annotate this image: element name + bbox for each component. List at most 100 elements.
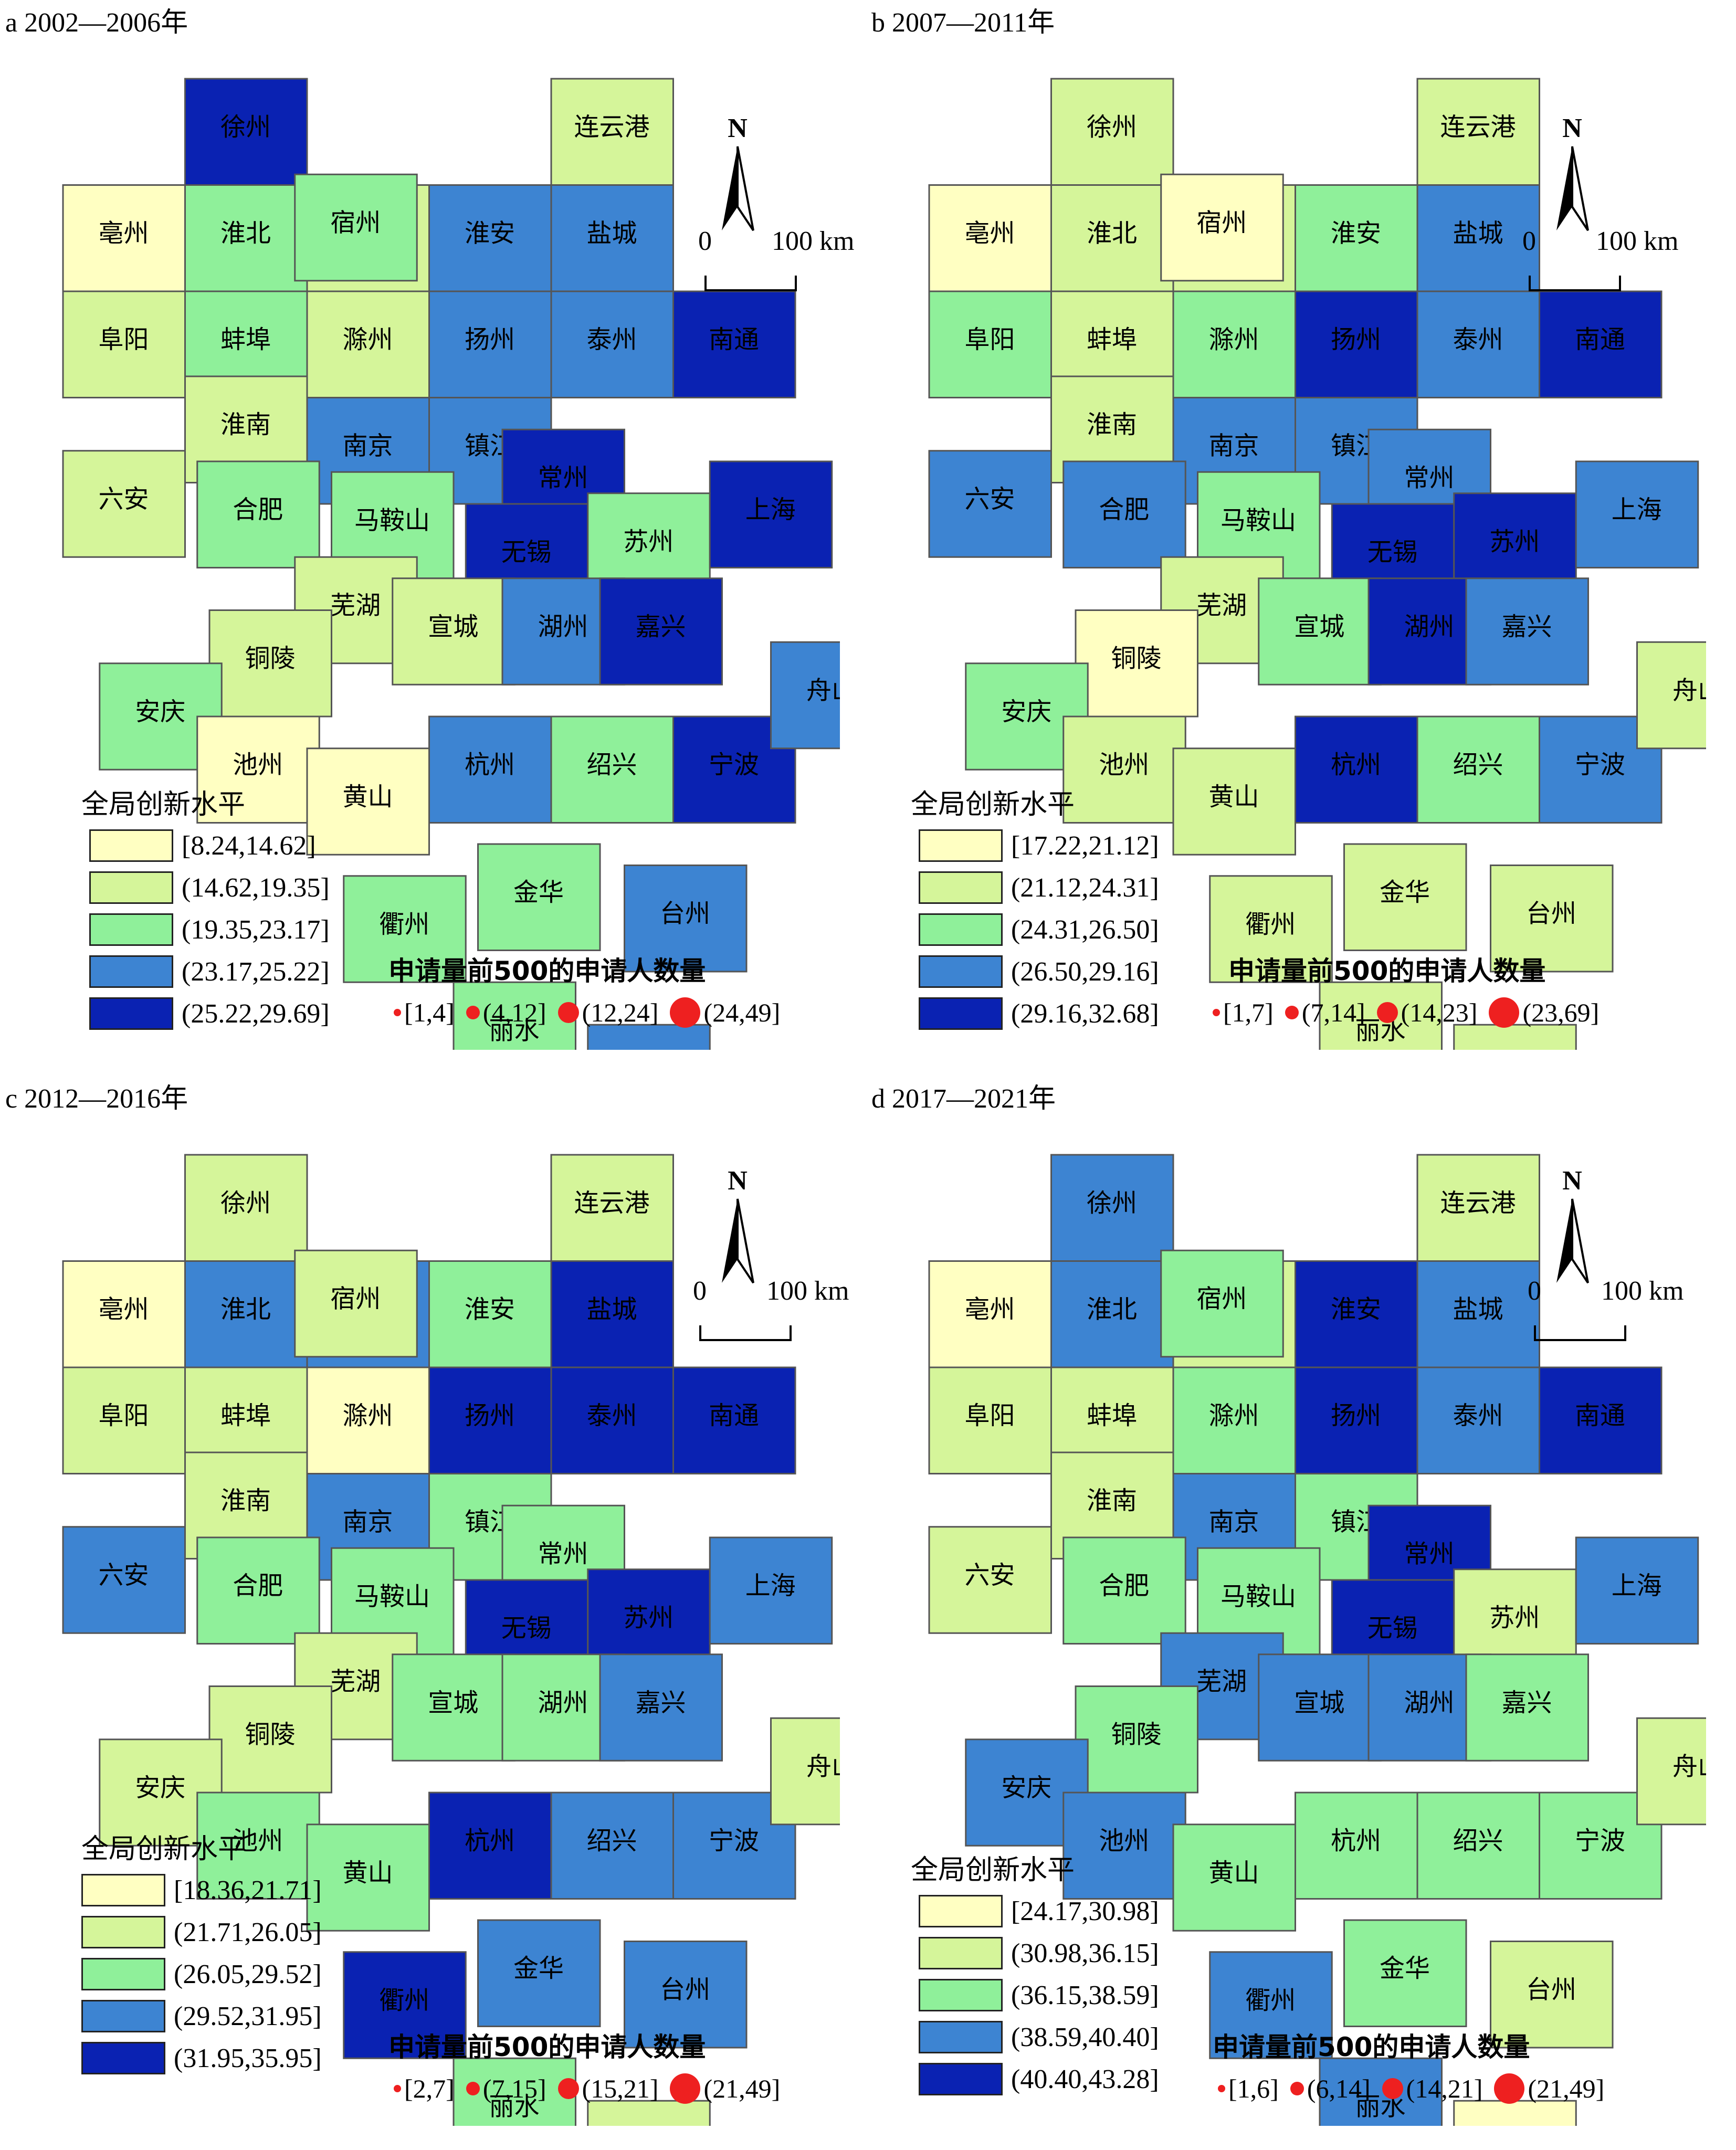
city-label: 金华	[1380, 1954, 1430, 1983]
legend-swatch	[919, 829, 1003, 862]
city-label: 盐城	[586, 1295, 637, 1324]
city-label: 绍兴	[586, 1826, 637, 1856]
symbol-legend-label: (14,21]	[1406, 2074, 1483, 2103]
region-扬州	[428, 290, 552, 398]
city-label: 淮南	[220, 410, 271, 439]
city-label: 马鞍山	[354, 1582, 430, 1611]
city-label: 嘉兴	[635, 612, 686, 641]
legend-item: (30.98,36.15]	[919, 1937, 1159, 1969]
region-宿州	[1160, 173, 1284, 282]
region-温州	[1453, 1024, 1577, 1050]
city-label: 扬州	[1331, 325, 1381, 354]
region-黄山	[1172, 1824, 1296, 1932]
north-arrow-icon: N	[1549, 113, 1596, 235]
legend-item: (19.35,23.17]	[89, 913, 330, 946]
city-label: 蚌埠	[220, 325, 271, 354]
region-池州	[196, 715, 320, 824]
region-宣城	[1258, 577, 1382, 686]
north-label: N	[1562, 1166, 1582, 1196]
red-circle-icon	[466, 1006, 480, 1019]
city-label: 安庆	[1001, 697, 1051, 726]
symbol-legend-item: (4,12]	[466, 997, 546, 1028]
region-淮北	[184, 184, 308, 292]
region-绍兴	[550, 1791, 674, 1900]
region-盐城	[1416, 184, 1540, 292]
city-label: 滁州	[1208, 325, 1259, 354]
city-label: 六安	[964, 484, 1015, 514]
city-label: 黄山	[1208, 782, 1259, 811]
legend-swatch	[89, 997, 173, 1030]
city-label: 宁波	[709, 750, 759, 779]
panel-title: c 2012—2016年	[5, 1084, 188, 1114]
legend-title: 全局创新水平	[81, 789, 246, 820]
city-label: 泰州	[1453, 1401, 1503, 1430]
city-label: 南通	[1575, 1401, 1625, 1430]
legend-label: (19.35,23.17]	[182, 914, 330, 945]
city-label: 常州	[1404, 1539, 1454, 1568]
legend-label: (14.62,19.35]	[182, 872, 330, 903]
city-label: 六安	[98, 1561, 149, 1590]
city-label: 池州	[1099, 750, 1149, 779]
city-label: 南京	[342, 1508, 393, 1537]
legend-title: 全局创新水平	[81, 1833, 246, 1865]
symbol-legend-title: 申请量前500的申请人数量	[1228, 956, 1546, 986]
city-label: 嘉兴	[635, 1688, 686, 1717]
city-label: 无锡	[501, 1614, 552, 1643]
region-宣城	[392, 577, 515, 686]
legend-swatch	[89, 871, 173, 904]
red-circle-icon	[394, 1009, 401, 1016]
region-黄山	[306, 1824, 430, 1932]
city-label: 连云港	[1440, 1188, 1516, 1218]
legend-swatch	[919, 913, 1003, 946]
legend-swatch	[919, 1937, 1003, 1969]
symbol-legend-title: 申请量前500的申请人数量	[1213, 2032, 1530, 2062]
city-label: 盐城	[1453, 219, 1503, 248]
legend-swatch	[919, 2063, 1003, 2095]
legend-swatch	[919, 1979, 1003, 2011]
north-label: N	[1562, 113, 1582, 143]
city-label: 南京	[1208, 1508, 1259, 1537]
region-上海	[709, 1536, 833, 1645]
symbol-legend-label: (7,15]	[482, 2074, 546, 2103]
north-arrow-shape	[722, 1198, 754, 1284]
legend-swatch	[81, 2042, 165, 2074]
city-label: 扬州	[1331, 1401, 1381, 1430]
city-label: 宿州	[1196, 208, 1247, 237]
city-label: 泰州	[1453, 325, 1503, 354]
city-label: 宣城	[428, 1688, 478, 1717]
symbol-legend-label: (15,21]	[582, 2074, 659, 2103]
legend-label: (38.59,40.40]	[1011, 2022, 1159, 2052]
region-阜阳	[62, 290, 186, 398]
region-连云港	[1416, 1154, 1540, 1262]
region-黄山	[1172, 747, 1296, 856]
symbol-legend-item: (6,14]	[1290, 2073, 1371, 2104]
city-label: 阜阳	[964, 1401, 1015, 1430]
legend-swatch	[81, 1958, 165, 1990]
region-徐州	[1050, 1154, 1174, 1262]
legend-item: [24.17,30.98]	[919, 1895, 1159, 1927]
city-label: 扬州	[465, 325, 515, 354]
city-label: 杭州	[1331, 750, 1381, 779]
city-label: 无锡	[1367, 538, 1418, 567]
region-连云港	[550, 1154, 674, 1262]
city-label: 南京	[342, 431, 393, 461]
symbol-legend-label: [1,6]	[1228, 2074, 1279, 2103]
city-label: 淮北	[220, 1295, 271, 1324]
region-金华	[1343, 1919, 1467, 2027]
city-label: 上海	[745, 495, 796, 524]
city-label: 亳州	[98, 219, 149, 248]
red-circle-icon	[466, 2082, 480, 2095]
red-circle-icon	[1494, 2073, 1525, 2104]
region-亳州	[928, 1260, 1052, 1368]
city-label: 芜湖	[1196, 1667, 1247, 1696]
legend-label: (30.98,36.15]	[1011, 1938, 1159, 1968]
legend-item: (21.71,26.05]	[81, 1916, 322, 1948]
north-arrow-icon: N	[714, 1165, 761, 1288]
city-label: 宿州	[330, 208, 381, 237]
region-滁州	[306, 290, 430, 398]
city-label: 蚌埠	[220, 1401, 271, 1430]
region-池州	[196, 1791, 320, 1900]
city-label: 金华	[1380, 878, 1430, 907]
red-circle-icon	[1218, 2085, 1225, 2092]
region-滁州	[1172, 1366, 1296, 1474]
